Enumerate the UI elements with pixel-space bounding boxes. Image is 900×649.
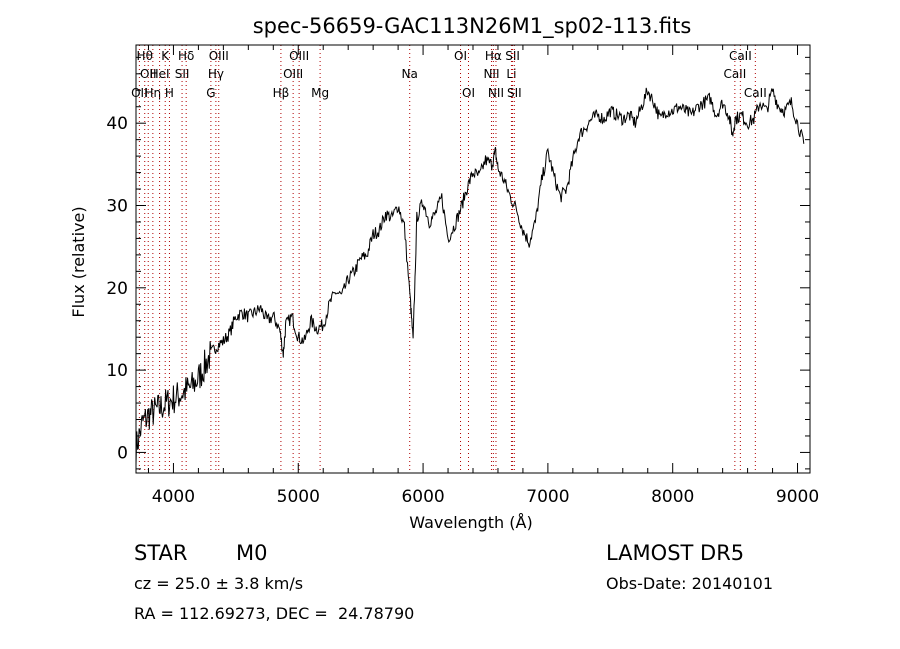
y-tick-label: 20 <box>106 279 128 299</box>
line-marker-label: OIII <box>289 49 309 63</box>
line-marker-label: NII <box>488 86 504 100</box>
line-marker-label: Li <box>506 67 516 81</box>
line-marker-label: SII <box>505 49 520 63</box>
ra-dec-readout: RA = 112.69273, DEC = 24.78790 <box>134 604 415 623</box>
x-tick-label: 6000 <box>401 487 444 507</box>
x-tick-label: 8000 <box>651 487 694 507</box>
line-marker-label: OII <box>131 86 148 100</box>
line-marker-label: SII <box>507 86 522 100</box>
line-marker-label: Hγ <box>208 67 224 81</box>
y-tick-label: 0 <box>117 443 128 463</box>
y-axis-label: Flux (relative) <box>69 206 88 317</box>
line-marker-label: Hθ <box>137 49 153 63</box>
line-marker-label: OI <box>454 49 467 63</box>
line-marker-label: CaII <box>729 49 752 63</box>
line-marker-label: SII <box>175 67 190 81</box>
line-marker-label: Mg <box>311 86 329 100</box>
line-marker-label: G <box>206 86 215 100</box>
line-marker-label: OIII <box>209 49 229 63</box>
line-marker-label: Na <box>402 67 418 81</box>
x-tick-label: 5000 <box>277 487 320 507</box>
redshift-readout: cz = 25.0 ± 3.8 km/s <box>134 574 304 593</box>
line-marker-label: Hδ <box>178 49 194 63</box>
y-tick-label: 30 <box>106 197 128 217</box>
object-class: STAR <box>134 541 188 565</box>
chart-title: spec-56659-GAC113N26M1_sp02-113.fits <box>253 14 692 39</box>
observation-date: Obs-Date: 20140101 <box>606 574 774 593</box>
plot-frame <box>135 44 811 474</box>
object-subclass: M0 <box>236 541 268 565</box>
line-marker-label: K <box>161 49 170 63</box>
survey-name: LAMOST DR5 <box>606 541 745 565</box>
line-marker-label: CaII <box>723 67 746 81</box>
line-marker-label: CaII <box>744 86 767 100</box>
line-marker-label: Hβ <box>273 86 290 100</box>
x-tick-label: 4000 <box>152 487 195 507</box>
line-marker-label: Hη <box>145 86 162 100</box>
y-tick-label: 10 <box>106 361 128 381</box>
line-marker-label: OIII <box>283 67 303 81</box>
line-marker-label: NII <box>483 67 499 81</box>
line-marker-label: H <box>165 86 174 100</box>
line-marker-label: Hα <box>485 49 502 63</box>
spectrum-line <box>135 87 805 465</box>
emission-line-markers: OIIHθOIIHηHeIKHSIIHδGHγOIIIHβOIIIOIIIMgN… <box>131 45 767 473</box>
x-axis-label: Wavelength (Å) <box>409 513 532 532</box>
axis-ticks: 4000 5000 6000 7000 8000 9000 0 10 20 30 40 <box>106 45 819 507</box>
line-marker-label: HeI <box>150 67 170 81</box>
line-marker-label: OI <box>462 86 475 100</box>
x-tick-label: 7000 <box>526 487 569 507</box>
y-tick-label: 40 <box>106 114 128 134</box>
x-tick-label: 9000 <box>776 487 819 507</box>
